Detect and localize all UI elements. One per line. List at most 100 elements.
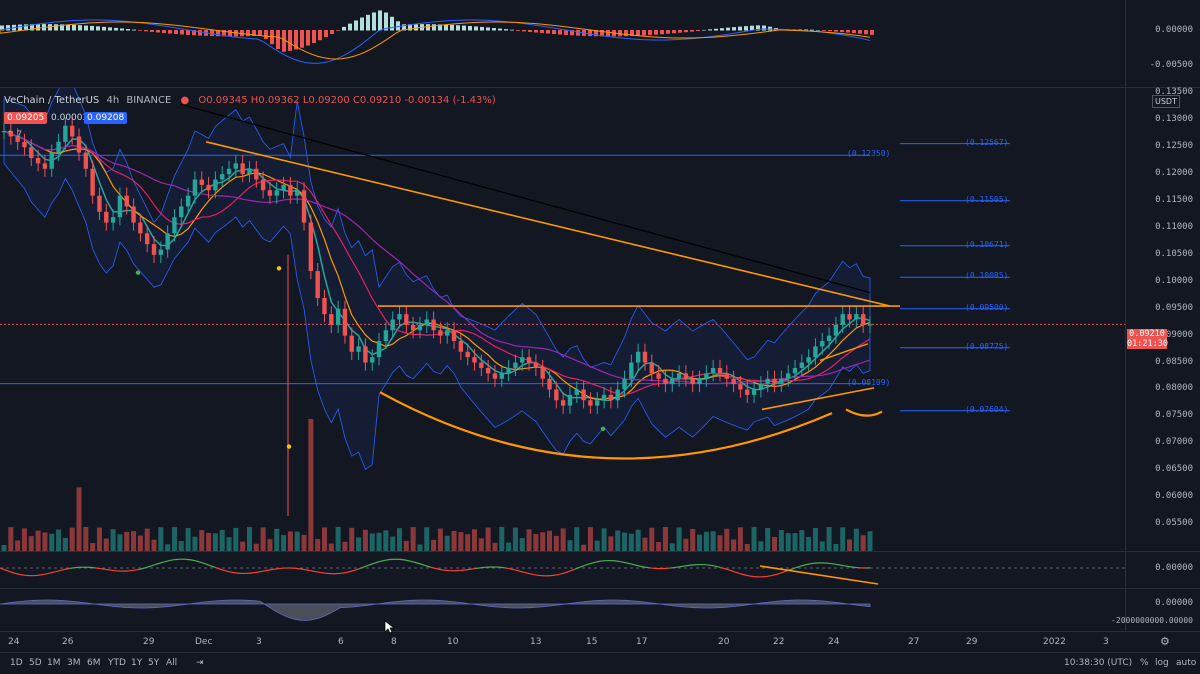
volume-bar <box>472 529 477 551</box>
oscillator-segment <box>525 573 530 574</box>
oscillator-segment <box>35 575 40 576</box>
range-button-6m[interactable]: 6M <box>87 658 101 668</box>
time-tick: 29 <box>143 637 154 647</box>
range-button-5y[interactable]: 5Y <box>148 658 159 668</box>
oscillator-segment <box>520 571 525 572</box>
macd-histogram-bar <box>300 30 304 48</box>
oscillator-2-axis[interactable]: 0.00000 -2000000000.00000 <box>1125 589 1200 631</box>
oscillator-segment <box>60 569 65 570</box>
candle-body <box>152 244 156 255</box>
volume-bar <box>595 541 600 551</box>
time-tick: 22 <box>773 637 784 647</box>
macd-histogram-bar <box>516 30 520 31</box>
oscillator-segment <box>645 567 650 568</box>
currency-label[interactable]: USDT <box>1152 95 1180 108</box>
indicators-toggle[interactable]: ⌃ 7 <box>6 130 22 140</box>
oscillator-segment <box>305 570 310 571</box>
macd-axis[interactable]: 0.00000 -0.00500 <box>1125 0 1200 87</box>
macd-histogram-bar <box>810 30 814 31</box>
candle-body <box>677 373 681 378</box>
settings-gear-icon[interactable]: ⚙ <box>1160 635 1170 648</box>
candle-body <box>602 395 606 400</box>
macd-histogram-bar <box>150 30 154 32</box>
candle-body <box>766 379 770 384</box>
volume-bar <box>868 531 873 551</box>
candle-body <box>329 314 333 325</box>
price-tick: 0.10500 <box>1155 249 1193 259</box>
oscillator-pane-1[interactable] <box>0 552 1125 588</box>
time-tick: 6 <box>338 637 344 647</box>
last-price-tag: 0.09210 01:21:30 <box>1127 329 1167 349</box>
oscillator-segment <box>790 568 795 570</box>
candle-body <box>534 363 538 368</box>
oscillator-segment <box>110 570 115 571</box>
macd-histogram-bar <box>534 30 538 33</box>
clock-display[interactable]: 10:38:30 (UTC) <box>1064 658 1132 668</box>
candle-body <box>506 368 510 373</box>
candle-body <box>125 196 129 207</box>
oscillator-pane-2[interactable] <box>0 589 1125 631</box>
macd-tick: -0.00500 <box>1150 60 1193 70</box>
percent-toggle[interactable]: % <box>1140 658 1149 668</box>
candle-body <box>711 368 715 373</box>
macd-histogram-bar <box>702 30 706 31</box>
volume-bar <box>615 530 620 551</box>
candle-body <box>90 169 94 196</box>
log-toggle[interactable]: log <box>1155 658 1169 668</box>
volume-bar <box>308 419 313 551</box>
oscillator-segment <box>440 569 445 570</box>
candle-body <box>827 336 831 341</box>
oscillator-segment <box>130 570 135 571</box>
volume-bar <box>186 528 191 551</box>
range-button-all[interactable]: All <box>166 658 177 668</box>
range-button-1d[interactable]: 1D <box>10 658 23 668</box>
candle-body <box>63 126 67 142</box>
candle-body <box>588 400 592 405</box>
time-tick: 13 <box>530 637 541 647</box>
oscillator-segment <box>625 563 630 564</box>
symbol-legend[interactable]: VeChain / TetherUS 4h BINANCE ● O0.09345… <box>4 95 496 106</box>
price-pane[interactable] <box>0 88 1125 551</box>
time-tick: 8 <box>391 637 397 647</box>
oscillator-segment <box>205 564 210 566</box>
volume-bar <box>199 530 204 551</box>
macd-histogram-bar <box>558 30 562 35</box>
candle-body <box>384 330 388 341</box>
candle-body <box>759 384 763 389</box>
time-tick: 2022 <box>1043 637 1066 647</box>
range-button-1y[interactable]: 1Y <box>131 658 142 668</box>
osc2-tick: 0.00000 <box>1155 598 1193 608</box>
volume-bar <box>642 538 647 551</box>
oscillator-segment <box>410 561 415 562</box>
volume-bar <box>772 537 777 551</box>
macd-pane[interactable] <box>0 0 1125 87</box>
macd-histogram-bar <box>432 24 436 30</box>
time-tick: 27 <box>908 637 919 647</box>
candle-body <box>97 196 101 212</box>
volume-bar <box>342 542 347 551</box>
go-to-date-icon[interactable]: ⇥ <box>196 658 204 668</box>
range-button-1m[interactable]: 1M <box>47 658 61 668</box>
price-tick: 0.07500 <box>1155 410 1193 420</box>
range-button-3m[interactable]: 3M <box>67 658 81 668</box>
candle-body <box>84 153 88 169</box>
range-button-ytd[interactable]: YTD <box>108 658 126 668</box>
oscillator-segment <box>220 569 225 571</box>
ask-button[interactable]: 0.09208 <box>84 112 127 124</box>
range-button-5d[interactable]: 5D <box>29 658 42 668</box>
macd-histogram-bar <box>708 29 712 30</box>
oscillator-1-axis[interactable]: 0.00000 <box>1125 552 1200 588</box>
candle-body <box>336 309 340 325</box>
macd-histogram-bar <box>510 30 514 31</box>
bid-button[interactable]: 0.09205 <box>4 112 47 124</box>
volume-bar <box>145 529 150 551</box>
candle-body <box>643 352 647 363</box>
macd-histogram-bar <box>114 28 118 31</box>
macd-histogram-bar <box>336 30 340 31</box>
price-tick: 0.06000 <box>1155 491 1193 501</box>
horizontal-level-label: (0.08109) <box>847 378 890 387</box>
candle-body <box>43 163 47 168</box>
candle-body <box>36 158 40 163</box>
auto-toggle[interactable]: auto <box>1176 658 1196 668</box>
